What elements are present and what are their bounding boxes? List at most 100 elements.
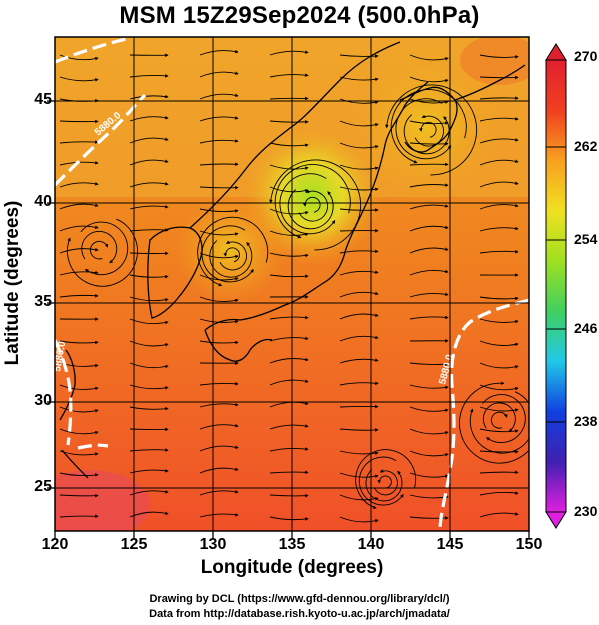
streamline <box>298 189 328 222</box>
streamline <box>129 448 169 452</box>
streamline <box>279 173 336 235</box>
streamline <box>409 120 449 125</box>
streamline <box>59 225 99 232</box>
streamline <box>409 292 449 298</box>
streamline <box>199 230 239 236</box>
streamline <box>409 269 449 276</box>
streamline <box>377 475 392 489</box>
streamline <box>409 183 449 188</box>
streamline <box>209 240 253 278</box>
streamline <box>59 406 99 413</box>
colorbar-tick-label: 230 <box>574 503 598 519</box>
streamline <box>129 362 169 369</box>
streamline <box>199 340 239 345</box>
streamline <box>199 381 239 386</box>
streamline <box>479 159 519 166</box>
streamline <box>339 358 379 364</box>
streamline <box>59 54 99 61</box>
x-tick-label: 125 <box>120 536 148 553</box>
streamline <box>409 204 449 210</box>
streamline <box>385 84 478 176</box>
streamline <box>409 142 449 146</box>
chart-title: MSM 15Z29Sep2024 (500.0hPa) <box>119 2 480 29</box>
streamline <box>199 445 239 452</box>
streamline <box>479 449 519 454</box>
x-tick-label: 120 <box>41 536 69 553</box>
streamline <box>355 449 417 509</box>
streamline <box>409 516 449 520</box>
x-tick-label: 135 <box>278 536 306 553</box>
streamline <box>199 467 239 474</box>
streamline <box>479 384 519 391</box>
streamline <box>479 318 519 324</box>
streamline <box>199 185 239 190</box>
streamline <box>390 89 467 164</box>
streamline <box>199 512 239 518</box>
streamline <box>479 470 519 475</box>
height-contours-5880 <box>55 37 529 531</box>
streamline <box>129 340 169 347</box>
streamline <box>287 189 334 230</box>
streamline <box>374 469 398 496</box>
streamline <box>59 472 99 477</box>
streamline <box>269 73 309 78</box>
streamline <box>59 182 99 188</box>
streamline <box>479 491 519 496</box>
streamline <box>269 336 309 342</box>
streamline <box>479 249 519 254</box>
streamline <box>409 362 449 367</box>
streamline <box>479 296 519 301</box>
contour-5880-dash <box>77 443 109 450</box>
streamline <box>129 137 169 144</box>
colorbar-min-triangle <box>545 511 567 529</box>
streamline <box>339 313 379 320</box>
streamline <box>129 427 169 432</box>
streamline <box>409 98 449 104</box>
colorbar-gradient <box>545 59 567 513</box>
streamline <box>269 120 309 124</box>
streamline <box>479 406 519 412</box>
streamlines <box>59 49 529 523</box>
streamline <box>339 186 379 192</box>
streamline <box>269 357 309 364</box>
streamline <box>129 384 169 390</box>
streamline <box>269 164 309 170</box>
contour-5880-northwest <box>55 93 147 187</box>
streamline <box>459 381 529 464</box>
streamline <box>269 159 362 251</box>
streamline <box>129 74 169 78</box>
streamline <box>358 456 404 506</box>
colorbar-tick-label: 254 <box>574 231 598 247</box>
taiwan-coast <box>59 349 89 479</box>
kuril-islands <box>454 64 526 101</box>
streamline <box>302 196 321 213</box>
streamline <box>339 404 379 409</box>
streamline <box>339 450 379 456</box>
streamline <box>199 274 239 281</box>
streamline <box>479 362 519 369</box>
streamline <box>395 98 452 160</box>
streamline <box>479 203 519 210</box>
streamline <box>269 516 309 521</box>
streamline <box>339 335 379 342</box>
streamline <box>409 225 449 232</box>
y-tick-label: 35 <box>34 293 52 310</box>
streamline <box>409 315 449 320</box>
x-tick-label: 130 <box>199 536 227 553</box>
axis-ticks <box>47 100 530 539</box>
streamline <box>339 291 379 298</box>
streamline <box>129 274 169 279</box>
streamline <box>90 240 109 260</box>
streamline <box>199 162 239 167</box>
x-tick-label: 145 <box>436 536 464 553</box>
streamline <box>199 93 239 100</box>
streamline <box>59 203 99 210</box>
streamline <box>479 181 519 188</box>
streamline <box>59 140 99 144</box>
streamline <box>199 208 239 213</box>
streamline <box>129 511 169 518</box>
streamline <box>199 139 239 144</box>
streamline <box>479 117 519 122</box>
x-tick-label: 150 <box>515 536 543 553</box>
colorbar-max-triangle <box>545 43 567 61</box>
